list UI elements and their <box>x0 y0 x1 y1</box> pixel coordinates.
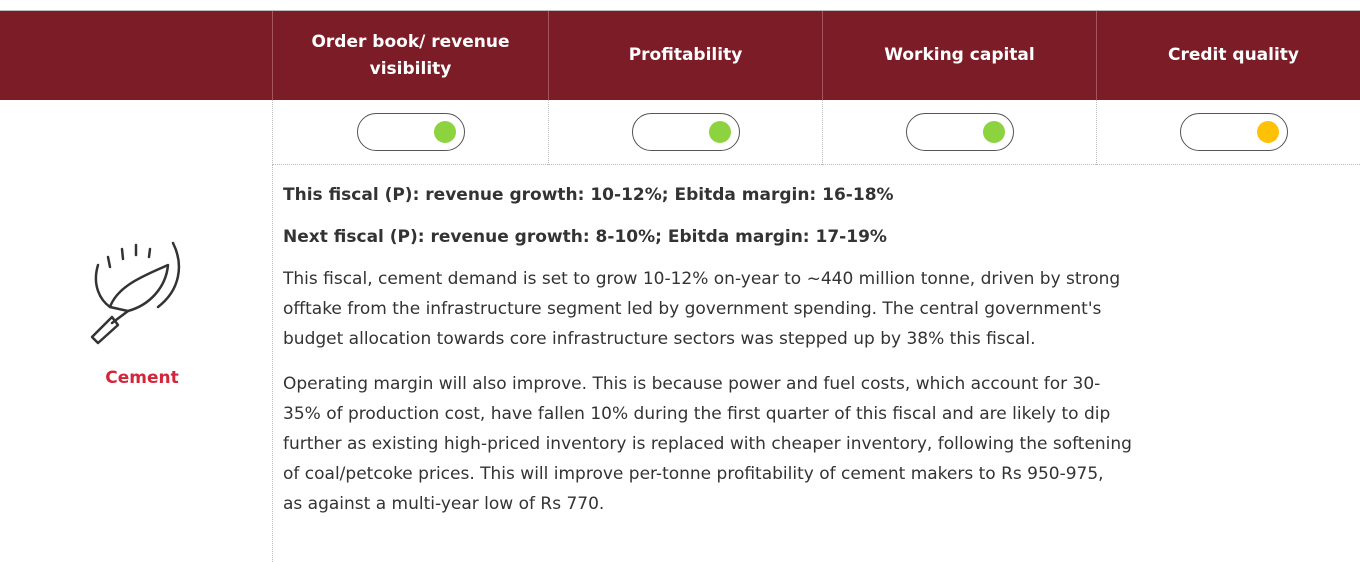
status-toggle <box>356 113 465 151</box>
column-header: Credit quality <box>1096 11 1360 100</box>
paragraph: This fiscal, cement demand is set to gro… <box>283 264 1360 354</box>
sector-label: Cement <box>105 368 179 388</box>
column-header: Profitability <box>548 11 822 100</box>
text-line: as against a multi-year low of Rs 770. <box>283 494 605 514</box>
status-dot <box>1256 121 1279 143</box>
text-line: Operating margin will also improve. This… <box>283 374 1101 394</box>
text-line: of coal/petcoke prices. This will improv… <box>283 464 1104 484</box>
status-dot <box>982 121 1005 143</box>
column-header: Order book/ revenue visibility <box>272 11 548 100</box>
summary-line: Next fiscal (P): revenue growth: 8-10%; … <box>283 227 887 247</box>
summary-line: This fiscal (P): revenue growth: 10-12%;… <box>283 185 894 205</box>
top-rule <box>0 10 1360 11</box>
status-toggle <box>905 113 1014 151</box>
paragraph: Operating margin will also improve. This… <box>283 369 1360 519</box>
status-toggle <box>631 113 740 151</box>
status-cell <box>822 100 1096 165</box>
text-line: This fiscal, cement demand is set to gro… <box>283 269 1121 289</box>
status-cell <box>1096 100 1360 165</box>
status-cell <box>272 100 548 165</box>
text-line: 35% of production cost, have fallen 10% … <box>283 404 1111 424</box>
header-band <box>0 11 1360 100</box>
text-line: further as existing high-priced inventor… <box>283 434 1132 454</box>
text-line: budget allocation towards core infrastru… <box>283 329 1036 349</box>
text-line: offtake from the infrastructure segment … <box>283 299 1102 319</box>
status-dot <box>708 121 731 143</box>
status-cell <box>548 100 822 165</box>
status-toggle <box>1179 113 1288 151</box>
status-dot <box>433 121 456 143</box>
trowel-icon <box>90 241 181 345</box>
divider <box>272 165 273 562</box>
commentary: This fiscal (P): revenue growth: 10-12%;… <box>283 180 1360 534</box>
column-header: Working capital <box>822 11 1096 100</box>
